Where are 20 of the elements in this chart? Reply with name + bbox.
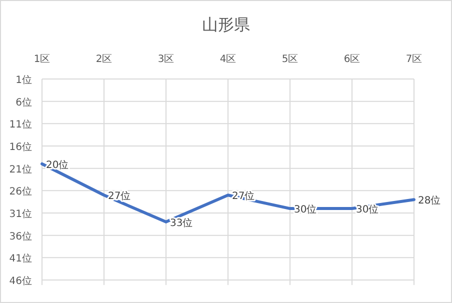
y-tick-label: 26位	[9, 186, 32, 198]
data-label: 28位	[418, 194, 441, 207]
y-tick-label: 1位	[16, 74, 32, 86]
chart-title: 山形県	[202, 15, 250, 34]
y-tick-label: 46位	[9, 275, 32, 287]
y-tick-label: 11位	[9, 118, 32, 131]
x-tick-label: 5区	[282, 54, 298, 65]
x-tick-label: 7区	[406, 54, 422, 65]
y-tick-label: 6位	[16, 96, 32, 108]
y-tick-label: 31位	[9, 208, 32, 220]
y-tick-label: 36位	[9, 230, 32, 242]
x-tick-label: 3区	[158, 54, 174, 65]
y-tick-label: 16位	[9, 141, 32, 153]
x-tick-label: 4区	[220, 54, 236, 65]
data-label: 33位	[170, 216, 193, 229]
y-tick-label: 21位	[9, 163, 32, 176]
x-tick-label: 6区	[344, 54, 360, 65]
x-tick-label: 1区	[34, 54, 50, 65]
x-tick-label: 2区	[96, 54, 112, 65]
y-tick-label: 41位	[9, 252, 32, 265]
